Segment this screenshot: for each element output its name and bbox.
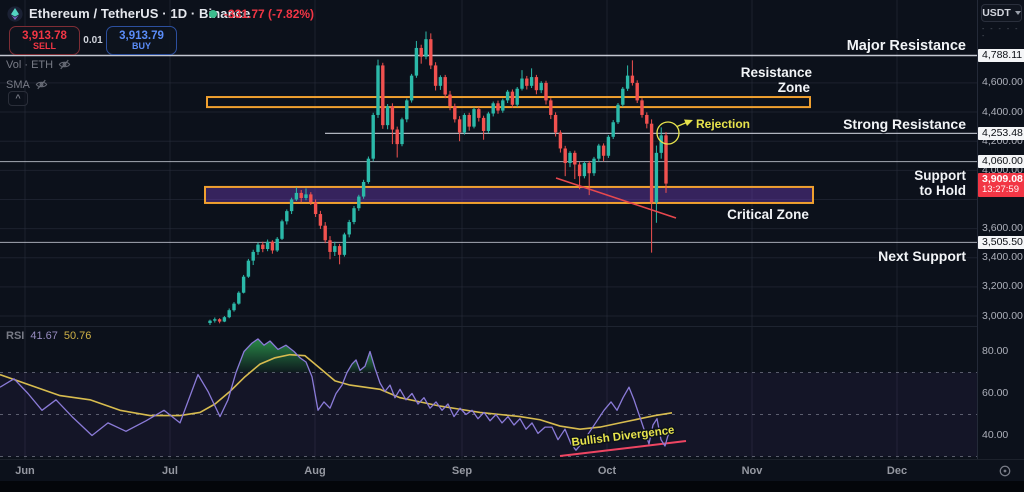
volume-legend: Vol · ETH bbox=[6, 58, 71, 71]
price-axis[interactable]: USDT - - - - - - 3,909.08 13:27:59 4,788… bbox=[977, 0, 1024, 459]
current-price-label: 3,909.08 13:27:59 bbox=[978, 172, 1024, 197]
sma-legend: SMA bbox=[6, 78, 48, 91]
bar-countdown: 13:27:59 bbox=[982, 183, 1019, 195]
annotation-next-support: Next Support bbox=[878, 248, 966, 264]
rsi-value: 41.67 bbox=[30, 330, 58, 342]
sma-label: SMA bbox=[6, 78, 30, 91]
annotation-rejection: Rejection bbox=[696, 117, 750, 131]
sell-button[interactable]: 3,913.78 SELL bbox=[9, 26, 80, 55]
ethereum-logo-icon[interactable] bbox=[7, 6, 23, 22]
trend-lines bbox=[555, 177, 687, 457]
rsi-plot bbox=[0, 338, 673, 451]
month-tick-label: Nov bbox=[741, 465, 763, 477]
annotation-strong-resistance: Strong Resistance bbox=[843, 116, 966, 132]
marked-price-label: 3,505.50 bbox=[978, 235, 1024, 249]
rsi-band-background bbox=[0, 372, 977, 457]
month-tick-label: Jun bbox=[15, 465, 35, 477]
buy-price: 3,913.79 bbox=[119, 29, 164, 42]
price-tick-label: 3,600.00 bbox=[982, 222, 1023, 235]
symbol-title[interactable]: Ethereum / TetherUS · 1D · Binance bbox=[29, 6, 251, 21]
marked-price-label: 4,253.48 bbox=[978, 126, 1024, 140]
candlesticks bbox=[208, 31, 668, 326]
month-tick-label: Aug bbox=[304, 465, 326, 477]
rsi-tick-label: 40.00 bbox=[982, 429, 1009, 441]
sell-label: SELL bbox=[32, 40, 56, 51]
annotation-support-2: to Hold bbox=[920, 183, 967, 198]
currency-selector[interactable]: USDT bbox=[981, 4, 1022, 22]
rsi-tick-label: 60.00 bbox=[982, 387, 1009, 399]
support-resistance-lines bbox=[0, 54, 977, 243]
rsi-tick-label: 80.00 bbox=[982, 345, 1009, 357]
sell-price: 3,913.78 bbox=[22, 29, 67, 42]
annotation-critical-zone: Critical Zone bbox=[727, 207, 809, 222]
market-status-dot bbox=[209, 10, 217, 18]
month-tick-label: Oct bbox=[597, 465, 617, 477]
annotation-major-resistance: Major Resistance bbox=[847, 38, 966, 54]
buy-button[interactable]: 3,913.79 BUY bbox=[106, 26, 177, 55]
collapse-pane-button[interactable]: ^ bbox=[8, 91, 28, 106]
rsi-ma-value: 50.76 bbox=[63, 330, 92, 342]
eye-off-icon[interactable] bbox=[58, 58, 71, 71]
price-zones bbox=[204, 96, 814, 204]
grid-lines bbox=[0, 0, 977, 459]
time-axis[interactable]: Jun Jul Aug Sep Oct Nov Dec bbox=[0, 459, 1024, 481]
spread-value: 0.01 bbox=[83, 35, 103, 46]
price-change: -331.77 (-7.82%) bbox=[224, 7, 315, 21]
price-tick-label: 4,400.00 bbox=[982, 105, 1023, 118]
currency-label: USDT bbox=[982, 7, 1011, 19]
marked-price-label: 4,788.11 bbox=[978, 49, 1024, 62]
timezone-settings-icon[interactable] bbox=[998, 464, 1012, 478]
rejection-marker bbox=[656, 119, 693, 145]
rsi-label: RSI bbox=[6, 330, 25, 342]
price-tick-label: 3,200.00 bbox=[982, 280, 1023, 293]
price-tick-label: 3,000.00 bbox=[982, 309, 1023, 322]
annotation-resistance-zone-2: Zone bbox=[778, 80, 811, 95]
current-price: 3,909.08 bbox=[982, 172, 1023, 185]
rejection-arrow-head bbox=[684, 119, 693, 126]
rejection-circle bbox=[656, 121, 680, 145]
price-tick-label: 4,600.00 bbox=[982, 76, 1023, 89]
price-chart-canvas[interactable]: Major Resistance Resistance Zone Strong … bbox=[0, 0, 1024, 459]
price-tick-label: 3,400.00 bbox=[982, 251, 1023, 264]
month-tick-label: Sep bbox=[451, 465, 473, 477]
bottom-strip bbox=[0, 481, 1024, 492]
month-tick-label: Jul bbox=[162, 465, 178, 477]
axis-dashes: - - - - - - bbox=[982, 26, 1020, 40]
buy-label: BUY bbox=[131, 40, 151, 51]
month-tick-label: Dec bbox=[886, 465, 908, 477]
annotation-resistance-zone-1: Resistance bbox=[741, 65, 813, 80]
annotation-support-1: Support bbox=[914, 168, 966, 183]
chevron-down-icon bbox=[1014, 11, 1021, 15]
volume-label: Vol · ETH bbox=[6, 58, 54, 71]
marked-price-label: 4,060.00 bbox=[978, 155, 1024, 169]
trade-widget: 3,913.78 SELL 0.01 3,913.79 BUY bbox=[9, 26, 177, 55]
rsi-legend: RSI 41.67 50.76 bbox=[6, 330, 91, 342]
eye-off-icon[interactable] bbox=[35, 78, 48, 91]
